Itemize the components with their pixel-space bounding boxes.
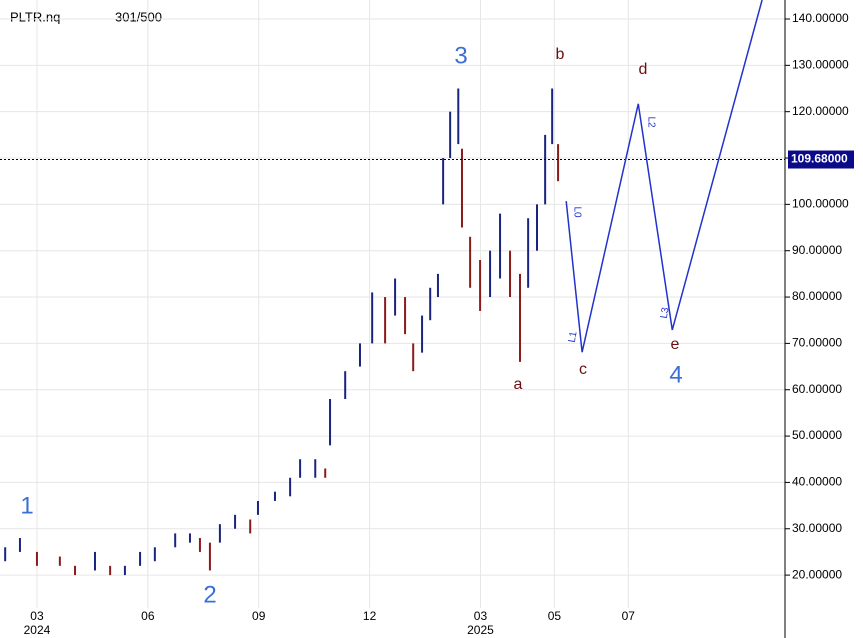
last-price-label: 109.68000	[791, 152, 848, 166]
x-tick-label: 07	[622, 609, 636, 623]
last-price-box	[788, 150, 854, 169]
sub-wave-label: d	[639, 61, 648, 78]
x-tick-label: 09	[252, 609, 266, 623]
sub-wave-label: b	[556, 46, 565, 63]
x-tick-label: 12	[363, 609, 377, 623]
x-tick-label: 03	[30, 609, 44, 623]
counter: 301/500	[115, 9, 162, 24]
year-label: 2025	[467, 623, 494, 637]
leg-label: L2	[645, 116, 656, 128]
leg-label: L1	[567, 330, 580, 343]
y-tick-label: 130.00000	[792, 58, 849, 72]
x-tick-label: 03	[474, 609, 488, 623]
y-tick-label: 90.00000	[792, 243, 842, 257]
sub-wave-label: a	[514, 376, 523, 393]
x-tick-label: 05	[548, 609, 562, 623]
wave-label: 2	[203, 581, 216, 608]
leg-label: L0	[571, 206, 582, 218]
sub-wave-label: e	[671, 336, 680, 353]
y-tick-label: 30.00000	[792, 521, 842, 535]
year-label: 2024	[24, 623, 51, 637]
y-tick-label: 60.00000	[792, 382, 842, 396]
y-tick-label: 140.00000	[792, 11, 849, 25]
y-tick-label: 100.00000	[792, 197, 849, 211]
wave-label: 1	[20, 492, 33, 519]
symbol: PLTR.nq	[10, 9, 60, 24]
projection-line	[565, 0, 763, 353]
leg-label: L3	[659, 306, 672, 319]
y-tick-label: 40.00000	[792, 475, 842, 489]
sub-wave-label: c	[579, 361, 587, 378]
y-tick-label: 80.00000	[792, 289, 842, 303]
x-tick-label: 06	[141, 609, 155, 623]
y-tick-label: 120.00000	[792, 104, 849, 118]
y-tick-label: 70.00000	[792, 336, 842, 350]
wave-label: 3	[454, 42, 467, 69]
y-tick-label: 20.00000	[792, 567, 842, 581]
y-tick-label: 50.00000	[792, 428, 842, 442]
wave-label: 4	[669, 361, 682, 388]
